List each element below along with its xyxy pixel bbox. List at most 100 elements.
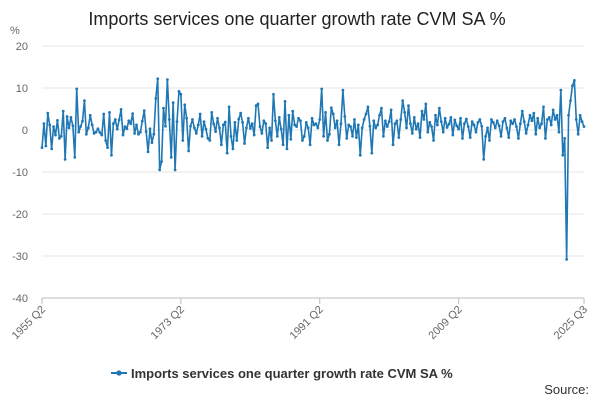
data-point: [81, 119, 84, 123]
data-point: [463, 122, 466, 126]
data-point: [256, 102, 260, 106]
data-point: [223, 120, 227, 124]
data-point: [331, 112, 335, 116]
data-point: [509, 119, 513, 123]
y-tick-label: -10: [12, 167, 28, 179]
data-point: [416, 122, 420, 126]
data-point: [181, 139, 185, 142]
legend[interactable]: Imports services one quarter growth rate…: [111, 366, 453, 381]
data-point: [480, 124, 484, 128]
data-point: [449, 116, 453, 119]
data-point: [445, 126, 449, 129]
data-point: [505, 126, 509, 130]
data-point: [142, 109, 146, 113]
data-point: [243, 142, 246, 145]
data-point: [108, 110, 111, 114]
y-tick-label: 0: [22, 125, 28, 137]
data-point: [111, 122, 115, 126]
data-point: [44, 144, 48, 148]
data-point: [268, 126, 272, 130]
data-point: [470, 120, 474, 123]
data-point: [457, 127, 461, 131]
data-point: [351, 134, 354, 138]
data-point: [56, 118, 59, 122]
data-point: [574, 118, 578, 121]
data-point: [354, 136, 358, 139]
data-point: [300, 139, 304, 142]
data-point: [250, 122, 254, 126]
data-point: [399, 118, 403, 121]
data-point: [187, 149, 190, 153]
data-point: [206, 137, 210, 140]
data-point: [565, 257, 569, 261]
data-point: [532, 111, 536, 115]
data-point: [125, 127, 129, 131]
data-point: [491, 121, 495, 124]
data-point: [513, 118, 516, 121]
data-point: [54, 133, 57, 137]
legend-point-marker: [116, 370, 122, 376]
data-point: [177, 89, 181, 93]
data-point: [208, 139, 212, 142]
data-point: [191, 118, 194, 121]
data-point: [254, 104, 258, 108]
data-point: [341, 88, 345, 92]
data-point: [567, 113, 570, 117]
data-point: [127, 119, 131, 123]
data-point: [246, 116, 250, 120]
data-point: [434, 113, 437, 117]
data-point: [154, 97, 158, 100]
data-point: [231, 147, 235, 151]
data-point: [306, 126, 310, 130]
data-point: [287, 113, 291, 117]
data-point: [275, 134, 279, 138]
data-point: [493, 126, 497, 130]
data-point: [73, 155, 77, 159]
data-point: [316, 126, 320, 130]
data-point: [409, 122, 412, 126]
data-point: [218, 126, 221, 130]
data-point: [202, 120, 206, 123]
data-point: [441, 130, 445, 134]
data-point: [559, 88, 563, 92]
data-point: [410, 131, 414, 135]
data-point: [540, 122, 543, 126]
data-point: [405, 126, 408, 130]
data-point: [104, 139, 108, 142]
data-point: [555, 113, 559, 117]
data-point: [437, 106, 441, 110]
data-point: [289, 137, 293, 141]
data-point: [229, 134, 233, 138]
data-point: [262, 119, 266, 123]
data-point: [436, 123, 439, 127]
data-point: [185, 116, 189, 120]
data-point: [382, 134, 385, 138]
data-point: [518, 122, 522, 126]
data-point: [171, 101, 175, 105]
data-point: [424, 102, 428, 106]
data-point: [140, 119, 144, 123]
data-point: [414, 127, 418, 131]
data-point: [119, 108, 123, 111]
data-point: [285, 147, 289, 151]
data-point: [115, 127, 119, 131]
data-point: [235, 139, 239, 142]
data-point: [152, 132, 156, 136]
data-point: [110, 153, 113, 157]
data-point: [459, 116, 462, 120]
data-point: [52, 125, 55, 129]
data-point: [360, 126, 364, 130]
data-point: [135, 123, 138, 127]
y-tick-label: 10: [16, 83, 28, 95]
data-point: [241, 121, 244, 124]
data-point: [578, 113, 582, 117]
data-point: [221, 123, 225, 127]
data-point: [370, 151, 374, 155]
data-point: [530, 119, 534, 123]
data-point: [347, 123, 351, 127]
data-point: [499, 134, 503, 138]
data-point: [293, 123, 297, 127]
data-point: [164, 124, 167, 128]
x-tick-label: 2025 Q3: [552, 304, 590, 342]
